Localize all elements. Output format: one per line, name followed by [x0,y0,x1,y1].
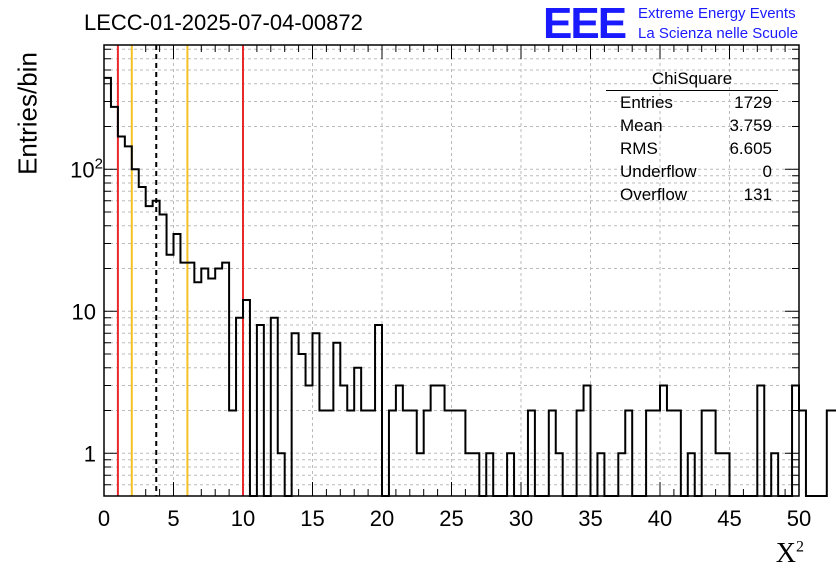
x-tick-label: 5 [167,506,179,531]
stats-label: RMS [620,139,658,158]
stats-label: Entries [620,93,673,112]
stats-box: ChiSquare Entries 1729 Mean 3.759 RMS 6.605… [606,69,778,208]
stats-name: ChiSquare [606,69,778,91]
x-axis-label-sup: 2 [796,538,804,556]
eee-logo: EEE [543,0,627,48]
plot-frame [103,44,800,497]
stats-label: Overflow [620,185,688,204]
stats-value: 0 [762,162,772,181]
y-axis-label: Entries/bin [12,52,43,175]
stats-label: Mean [620,116,663,135]
stats-value: 3.759 [729,116,772,135]
x-tick-label: 25 [439,506,463,531]
x-axis-label-main: X [775,538,796,569]
stats-row: Underflow 0 [606,162,778,185]
stats-row: Overflow 131 [606,185,778,208]
x-tick-label: 35 [578,506,602,531]
x-tick-label: 10 [231,506,255,531]
x-tick-label: 15 [300,506,324,531]
stats-label: Underflow [620,162,697,181]
x-tick-label: 40 [648,506,672,531]
x-tick-label: 50 [787,506,811,531]
stats-value: 131 [743,185,772,204]
stats-row: RMS 6.605 [606,139,778,162]
x-tick-label: 20 [370,506,394,531]
x-axis-label: X2 [776,538,804,570]
logo-text: Extreme Energy Events La Scienza nelle S… [638,4,798,44]
y-tick-label: 102 [70,155,103,182]
logo-line-2: La Scienza nelle Scuole [638,25,799,42]
stats-value: 1729 [734,93,772,112]
logo-line-1: Extreme Energy Events [638,5,796,22]
chart-title: LECC-01-2025-07-04-00872 [84,10,363,35]
y-tick-label: 1 [84,441,96,466]
stats-row: Mean 3.759 [606,116,778,139]
x-tick-label: 30 [509,506,533,531]
stats-value: 6.605 [729,139,772,158]
x-tick-label: 0 [98,506,110,531]
x-tick-label: 45 [717,506,741,531]
stats-row: Entries 1729 [606,93,778,116]
y-tick-label: 10 [72,299,96,324]
